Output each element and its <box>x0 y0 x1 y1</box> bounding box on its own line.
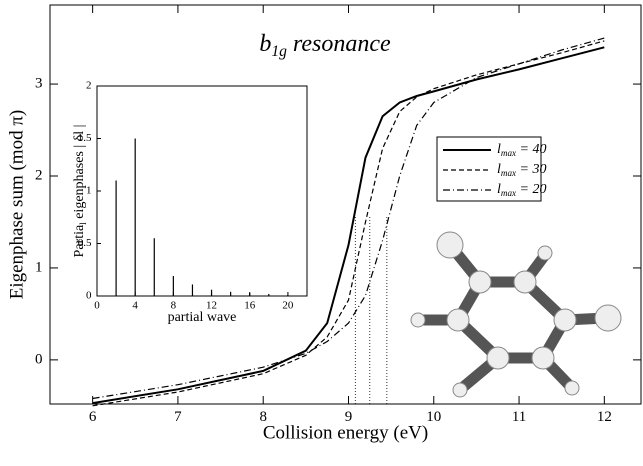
y-tick-label: 2 <box>35 167 43 183</box>
x-tick-label: 8 <box>259 409 267 425</box>
x-tick-label: 12 <box>597 409 612 425</box>
x-tick-label: 10 <box>426 409 441 425</box>
y-tick-label: 1.5 <box>78 132 92 144</box>
y-tick-label: 2 <box>86 80 92 92</box>
y-tick-label: 0 <box>35 351 43 367</box>
x-tick-label: 11 <box>512 409 526 425</box>
legend-label: lmax = 40 <box>497 142 547 158</box>
y-tick-label: 1 <box>35 259 43 275</box>
y-tick-label: 0 <box>86 290 92 302</box>
y-tick-label: 3 <box>35 76 43 92</box>
x-tick-label: 20 <box>282 299 294 311</box>
legend-label: lmax = 20 <box>497 182 547 198</box>
x-axis-label: partial wave <box>168 310 237 325</box>
x-tick-label: 16 <box>244 299 256 311</box>
series-line <box>92 37 605 400</box>
y-tick-label: 0.5 <box>78 237 92 249</box>
legend-label: lmax = 30 <box>497 162 547 178</box>
x-tick-label: 0 <box>94 299 100 311</box>
plot-frame <box>49 4 642 405</box>
x-tick-label: 12 <box>206 299 217 311</box>
x-axis-label: Collision energy (eV) <box>263 422 428 443</box>
x-tick-label: 9 <box>345 409 353 425</box>
x-tick-label: 7 <box>174 409 182 425</box>
plot-frame <box>96 85 308 297</box>
series-line <box>92 46 605 405</box>
x-tick-label: 4 <box>132 299 138 311</box>
chart-title: b1g resonance <box>259 31 391 60</box>
x-tick-label: 8 <box>171 299 177 311</box>
y-tick-label: 1 <box>86 185 92 197</box>
y-axis-label: Eigenphase sum (mod π) <box>6 110 27 300</box>
series-line <box>92 40 605 407</box>
y-axis-label: Partial eigenphases | δl | <box>72 125 88 258</box>
legend-box <box>436 136 542 202</box>
atoms <box>410 231 622 398</box>
x-tick-label: 6 <box>89 409 97 425</box>
